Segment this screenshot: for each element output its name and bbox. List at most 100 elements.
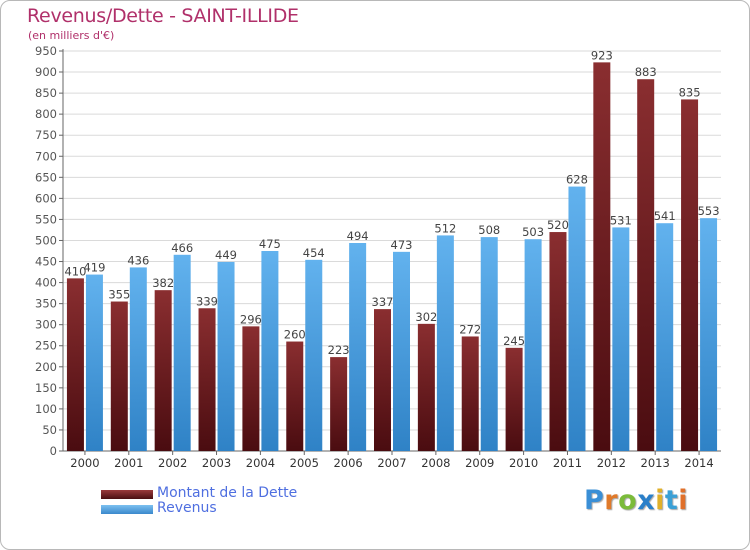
data-label-dette: 223 — [328, 343, 350, 357]
data-label-revenus: 454 — [303, 246, 325, 260]
bar-dette — [417, 323, 435, 451]
logo-letter: x — [637, 485, 656, 516]
y-tick-label: 500 — [35, 233, 57, 247]
bar-revenus — [436, 235, 454, 451]
data-label-dette: 923 — [591, 48, 613, 62]
bar-revenus — [524, 239, 542, 451]
data-label-revenus: 541 — [654, 209, 676, 223]
data-label-revenus: 553 — [698, 204, 720, 218]
x-tick-label: 2002 — [158, 456, 187, 470]
data-label-revenus: 436 — [127, 253, 149, 267]
x-tick-label: 2004 — [246, 456, 275, 470]
legend-label-revenus: Revenus — [157, 500, 217, 516]
y-tick-label: 900 — [35, 65, 57, 79]
legend-label-dette: Montant de la Dette — [157, 485, 298, 501]
y-tick-label: 450 — [35, 255, 57, 269]
data-label-revenus: 512 — [434, 221, 456, 235]
bar-dette — [461, 336, 479, 451]
y-tick-label: 550 — [35, 212, 57, 226]
x-tick-label: 2014 — [684, 456, 713, 470]
bar-dette — [154, 290, 172, 451]
bar-revenus — [480, 237, 498, 451]
bar-dette — [374, 309, 391, 451]
x-tick-label: 2009 — [465, 456, 494, 470]
bar-dette — [549, 232, 567, 451]
x-tick-label: 2013 — [641, 456, 670, 470]
y-tick-label: 50 — [42, 423, 57, 437]
x-tick-label: 2006 — [333, 456, 362, 470]
legend-swatch-revenus — [101, 505, 153, 514]
y-tick-label: 300 — [35, 318, 57, 332]
bar-revenus — [305, 259, 323, 451]
y-tick-label: 650 — [35, 170, 57, 184]
data-label-dette: 520 — [547, 218, 569, 232]
bar-dette — [286, 341, 304, 451]
y-tick-label: 350 — [35, 297, 57, 311]
data-label-dette: 296 — [240, 312, 262, 326]
y-tick-label: 700 — [35, 149, 57, 163]
data-label-revenus: 508 — [478, 223, 500, 237]
data-label-revenus: 473 — [391, 238, 413, 252]
data-label-dette: 337 — [372, 295, 394, 309]
data-label-dette: 302 — [415, 310, 437, 324]
x-tick-label: 2012 — [597, 456, 626, 470]
data-label-revenus: 503 — [522, 225, 544, 239]
data-label-revenus: 466 — [171, 241, 193, 255]
y-tick-label: 200 — [35, 360, 57, 374]
y-tick-label: 850 — [35, 86, 57, 100]
bar-revenus — [85, 274, 103, 451]
x-tick-label: 2000 — [70, 456, 99, 470]
x-tick-label: 2011 — [553, 456, 582, 470]
data-label-dette: 355 — [108, 288, 130, 302]
data-label-dette: 382 — [152, 276, 174, 290]
y-tick-label: 600 — [35, 191, 57, 205]
bar-dette — [637, 79, 655, 452]
data-label-dette: 339 — [196, 294, 218, 308]
legend-swatch-dette — [101, 490, 153, 499]
y-tick-label: 150 — [35, 381, 57, 395]
y-tick-label: 400 — [35, 276, 57, 290]
data-label-revenus: 494 — [347, 229, 369, 243]
chart-subtitle: (en milliers d'€) — [28, 29, 115, 42]
logo-letter: r — [604, 485, 619, 516]
chart-title: Revenus/Dette - SAINT-ILLIDE — [27, 5, 299, 27]
logo-letter: o — [618, 485, 638, 516]
data-label-revenus: 475 — [259, 237, 281, 251]
x-tick-label: 2010 — [509, 456, 538, 470]
y-tick-label: 100 — [35, 402, 57, 416]
bar-dette — [505, 347, 523, 451]
y-tick-label: 250 — [35, 339, 57, 353]
data-label-revenus: 531 — [610, 213, 632, 227]
bar-dette — [242, 326, 260, 451]
x-tick-label: 2005 — [290, 456, 319, 470]
y-tick-label: 750 — [35, 128, 57, 142]
bar-revenus — [656, 223, 674, 451]
bar-dette — [66, 278, 84, 451]
bar-dette — [330, 357, 348, 451]
bar-revenus — [129, 267, 147, 451]
bar-dette — [681, 99, 699, 451]
bar-revenus — [700, 218, 718, 451]
bar-dette — [593, 62, 611, 452]
data-label-dette: 272 — [459, 322, 481, 336]
x-tick-label: 2007 — [377, 456, 406, 470]
bar-dette — [110, 301, 128, 451]
bar-revenus — [393, 251, 410, 451]
x-tick-label: 2001 — [114, 456, 143, 470]
logo-letter: t — [664, 485, 679, 516]
bar-revenus — [349, 243, 367, 451]
data-label-dette: 260 — [284, 328, 306, 342]
y-tick-label: 950 — [35, 44, 57, 58]
data-label-dette: 245 — [503, 334, 525, 348]
x-tick-label: 2008 — [421, 456, 450, 470]
bar-dette — [198, 308, 216, 451]
logo-letter: i — [655, 485, 665, 516]
data-label-revenus: 449 — [215, 248, 237, 262]
bar-revenus — [173, 254, 191, 451]
bar-revenus — [217, 261, 235, 451]
x-tick-label: 2003 — [202, 456, 231, 470]
proxiti-logo: Proxiti — [584, 485, 688, 516]
data-label-dette: 883 — [635, 65, 657, 79]
